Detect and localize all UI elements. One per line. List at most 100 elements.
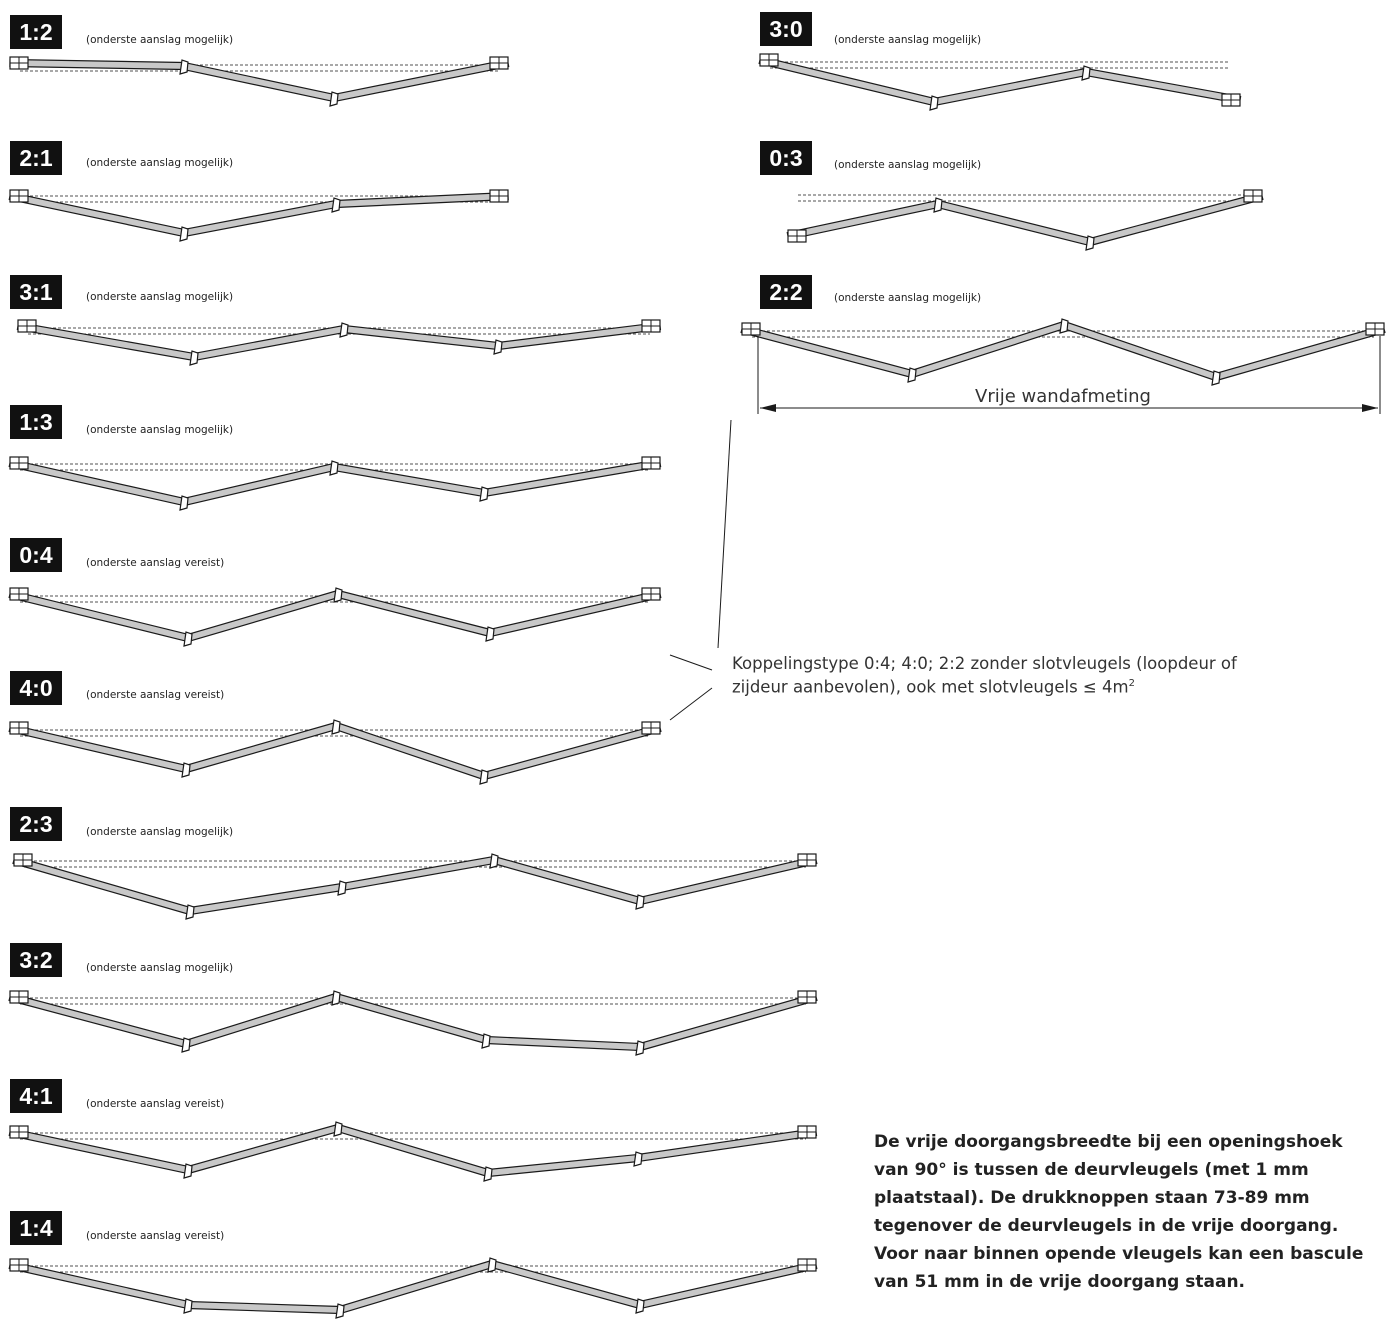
hinge bbox=[183, 631, 193, 647]
hinge bbox=[483, 1166, 493, 1182]
leader-note-line-2-text: zijdeur aanbevolen), ook met slotvleugel… bbox=[732, 677, 1129, 697]
badge-2-2: 2:2 bbox=[760, 275, 812, 309]
badge-3-2: 3:2 bbox=[10, 943, 62, 977]
wall-bracket bbox=[9, 721, 29, 735]
hinge bbox=[339, 322, 349, 338]
hinge bbox=[183, 1298, 193, 1314]
hinge bbox=[329, 460, 339, 476]
badge-2-1: 2:1 bbox=[10, 141, 62, 175]
badge-2-3: 2:3 bbox=[10, 807, 62, 841]
note-2-3: (onderste aanslag mogelijk) bbox=[86, 826, 234, 838]
badge-3-1: 3:1 bbox=[10, 275, 62, 309]
hinge bbox=[481, 1033, 491, 1049]
hinge bbox=[333, 587, 343, 603]
hinge bbox=[933, 197, 943, 213]
hinge bbox=[331, 990, 341, 1006]
wall-bracket bbox=[9, 189, 29, 203]
hinge bbox=[181, 762, 191, 778]
badge-1-4: 1:4 bbox=[10, 1211, 62, 1245]
note-3-2: (onderste aanslag mogelijk) bbox=[86, 962, 234, 974]
hinge bbox=[179, 226, 189, 242]
hinge bbox=[907, 367, 917, 383]
note-0-3: (onderste aanslag mogelijk) bbox=[834, 159, 982, 171]
wall-bracket bbox=[9, 456, 29, 470]
leader-note-superscript: 2 bbox=[1128, 678, 1135, 689]
note-1-4: (onderste aanslag vereist) bbox=[86, 1230, 225, 1242]
badge-4-1: 4:1 bbox=[10, 1079, 62, 1113]
hinge bbox=[485, 626, 495, 642]
wall-bracket bbox=[9, 1125, 29, 1139]
hinge bbox=[479, 486, 489, 502]
wall-bracket bbox=[9, 587, 29, 601]
leader-note-line-2: zijdeur aanbevolen), ook met slotvleugel… bbox=[732, 674, 1332, 698]
badge-0-3: 0:3 bbox=[760, 141, 812, 175]
hinge bbox=[179, 495, 189, 511]
hinge bbox=[493, 339, 503, 355]
wall-bracket bbox=[9, 56, 29, 70]
note-2-2: (onderste aanslag mogelijk) bbox=[834, 292, 982, 304]
wall-bracket bbox=[1243, 189, 1263, 203]
wall-bracket bbox=[641, 587, 661, 601]
hinge bbox=[487, 1257, 497, 1273]
hinge bbox=[635, 1298, 645, 1314]
wall-bracket bbox=[797, 1258, 817, 1272]
badge-1-3: 1:3 bbox=[10, 405, 62, 439]
wall-bracket bbox=[787, 229, 807, 243]
hinge bbox=[331, 719, 341, 735]
leader-note: Koppelingstype 0:4; 4:0; 2:2 zonder slot… bbox=[732, 654, 1332, 698]
hinge bbox=[179, 59, 189, 75]
badge-4-0: 4:0 bbox=[10, 671, 62, 705]
wall-bracket bbox=[797, 990, 817, 1004]
hinge bbox=[183, 1163, 193, 1179]
hinge bbox=[181, 1037, 191, 1053]
wall-bracket bbox=[9, 1258, 29, 1272]
wall-bracket bbox=[13, 853, 33, 867]
wall-bracket bbox=[489, 56, 509, 70]
wall-bracket bbox=[489, 189, 509, 203]
hinge bbox=[189, 350, 199, 366]
note-3-1: (onderste aanslag mogelijk) bbox=[86, 291, 234, 303]
hinge bbox=[1085, 235, 1095, 251]
note-1-3: (onderste aanslag mogelijk) bbox=[86, 424, 234, 436]
wall-bracket bbox=[741, 322, 761, 336]
hinge bbox=[1059, 318, 1069, 334]
hinge bbox=[633, 1151, 643, 1167]
hinge bbox=[335, 1303, 345, 1319]
note-4-1: (onderste aanslag vereist) bbox=[86, 1098, 225, 1110]
badge-3-0: 3:0 bbox=[760, 12, 812, 46]
hinge bbox=[1211, 370, 1221, 386]
hinge bbox=[635, 1040, 645, 1056]
hinge bbox=[489, 853, 499, 869]
wall-bracket bbox=[641, 721, 661, 735]
wall-bracket bbox=[797, 1125, 817, 1139]
hinge bbox=[333, 1121, 343, 1137]
hinge bbox=[331, 197, 341, 213]
wall-bracket bbox=[641, 456, 661, 470]
wall-bracket bbox=[17, 319, 37, 333]
badge-1-2: 1:2 bbox=[10, 15, 62, 49]
hinge bbox=[479, 769, 489, 785]
hinge bbox=[337, 880, 347, 896]
note-3-0: (onderste aanslag mogelijk) bbox=[834, 34, 982, 46]
hinge bbox=[1081, 65, 1091, 81]
wall-bracket bbox=[759, 53, 779, 67]
hinge bbox=[929, 95, 939, 111]
leader-note-line-1: Koppelingstype 0:4; 4:0; 2:2 zonder slot… bbox=[732, 654, 1237, 673]
description-text: De vrije doorgangsbreedte bij een openin… bbox=[874, 1132, 1364, 1292]
note-4-0: (onderste aanslag vereist) bbox=[86, 689, 225, 701]
wall-bracket bbox=[1365, 322, 1385, 336]
wall-bracket bbox=[797, 853, 817, 867]
